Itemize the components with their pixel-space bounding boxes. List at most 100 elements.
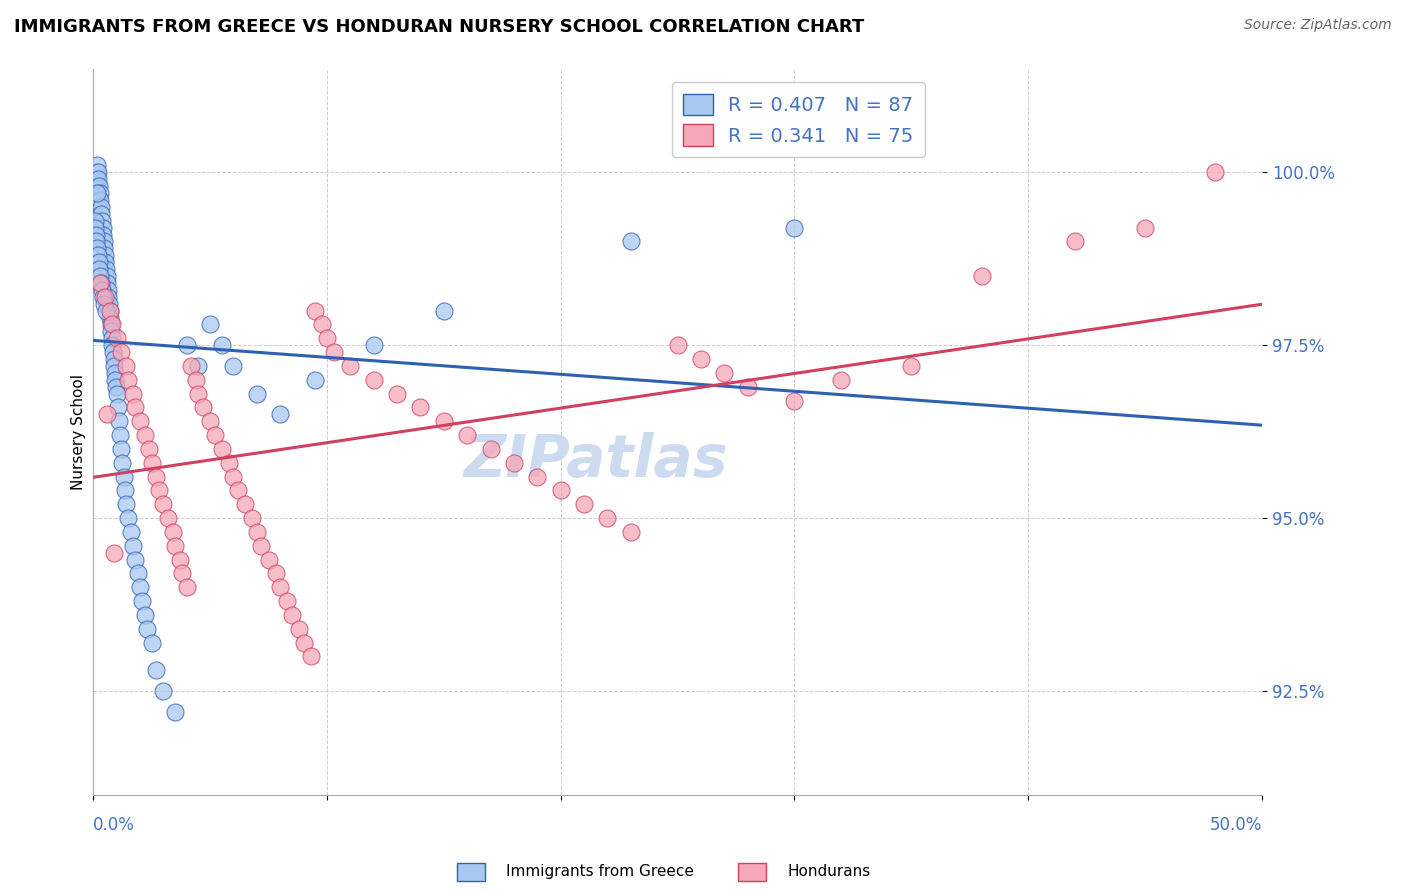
Point bbox=[184, 373, 207, 387]
Point bbox=[257, 552, 280, 566]
Point bbox=[162, 524, 184, 539]
Point bbox=[180, 359, 202, 373]
Point bbox=[226, 483, 249, 498]
Point bbox=[134, 428, 156, 442]
Point bbox=[111, 456, 134, 470]
Point bbox=[100, 318, 122, 332]
Point bbox=[900, 359, 922, 373]
Point bbox=[93, 290, 115, 304]
Point bbox=[86, 186, 108, 200]
Point bbox=[737, 380, 759, 394]
Point bbox=[105, 386, 128, 401]
Point bbox=[246, 386, 269, 401]
Point bbox=[163, 705, 186, 719]
Point bbox=[479, 442, 502, 456]
Legend: R = 0.407   N = 87, R = 0.341   N = 75: R = 0.407 N = 87, R = 0.341 N = 75 bbox=[672, 82, 925, 157]
Point bbox=[148, 483, 170, 498]
Point bbox=[96, 276, 118, 290]
Point bbox=[108, 414, 131, 428]
Point bbox=[84, 172, 107, 186]
Point bbox=[187, 386, 209, 401]
Point bbox=[115, 497, 138, 511]
Point bbox=[86, 158, 108, 172]
Point bbox=[503, 456, 526, 470]
Point bbox=[176, 338, 198, 352]
Point bbox=[86, 165, 108, 179]
Point bbox=[90, 276, 112, 290]
Point bbox=[124, 552, 146, 566]
Point bbox=[84, 220, 107, 235]
Point bbox=[211, 338, 233, 352]
Point bbox=[89, 276, 111, 290]
Point bbox=[572, 497, 595, 511]
Point bbox=[87, 172, 110, 186]
Point bbox=[131, 594, 153, 608]
Point bbox=[104, 366, 127, 380]
Point bbox=[101, 331, 124, 345]
Point bbox=[87, 255, 110, 269]
Point bbox=[550, 483, 572, 498]
Point bbox=[104, 373, 127, 387]
Point bbox=[138, 442, 160, 456]
Point bbox=[620, 235, 643, 249]
Point bbox=[783, 220, 806, 235]
Point bbox=[288, 622, 311, 636]
Point bbox=[115, 359, 138, 373]
Point bbox=[281, 607, 304, 622]
Point bbox=[122, 386, 145, 401]
Point bbox=[98, 310, 121, 325]
Point bbox=[84, 193, 107, 207]
Point bbox=[94, 262, 117, 277]
Point bbox=[114, 483, 136, 498]
Point bbox=[86, 235, 108, 249]
Point bbox=[169, 552, 191, 566]
Point bbox=[101, 338, 124, 352]
Point bbox=[89, 268, 111, 283]
Point bbox=[96, 268, 118, 283]
Point bbox=[304, 303, 326, 318]
Point bbox=[136, 622, 159, 636]
Point bbox=[91, 220, 114, 235]
Point bbox=[191, 401, 214, 415]
Text: 50.0%: 50.0% bbox=[1209, 815, 1263, 833]
Point bbox=[103, 359, 125, 373]
Point bbox=[240, 511, 263, 525]
Point bbox=[84, 179, 107, 194]
Point bbox=[176, 580, 198, 594]
Point bbox=[170, 566, 193, 581]
Point bbox=[94, 290, 117, 304]
Point bbox=[103, 351, 125, 366]
Point bbox=[117, 511, 139, 525]
Point bbox=[93, 241, 115, 255]
Point bbox=[108, 428, 131, 442]
Point bbox=[323, 345, 346, 359]
Point bbox=[198, 414, 221, 428]
Point bbox=[269, 580, 291, 594]
Point bbox=[339, 359, 361, 373]
Point bbox=[1204, 165, 1226, 179]
Point bbox=[198, 318, 221, 332]
Point bbox=[222, 469, 245, 483]
Point bbox=[276, 594, 298, 608]
Point bbox=[96, 408, 118, 422]
Point bbox=[264, 566, 287, 581]
Point bbox=[124, 401, 146, 415]
Point bbox=[218, 456, 240, 470]
Point bbox=[204, 428, 226, 442]
Point bbox=[596, 511, 619, 525]
Point bbox=[970, 268, 993, 283]
Point bbox=[91, 213, 114, 227]
Point bbox=[316, 331, 339, 345]
Point bbox=[156, 511, 179, 525]
Text: ZIPatlas: ZIPatlas bbox=[464, 433, 728, 489]
Y-axis label: Nursery School: Nursery School bbox=[72, 374, 86, 490]
Point bbox=[1064, 235, 1087, 249]
Point bbox=[97, 283, 120, 297]
Point bbox=[363, 373, 385, 387]
Point bbox=[94, 255, 117, 269]
Point bbox=[98, 296, 121, 310]
Point bbox=[299, 649, 322, 664]
Point bbox=[363, 338, 385, 352]
Point bbox=[90, 200, 112, 214]
Point bbox=[101, 318, 124, 332]
